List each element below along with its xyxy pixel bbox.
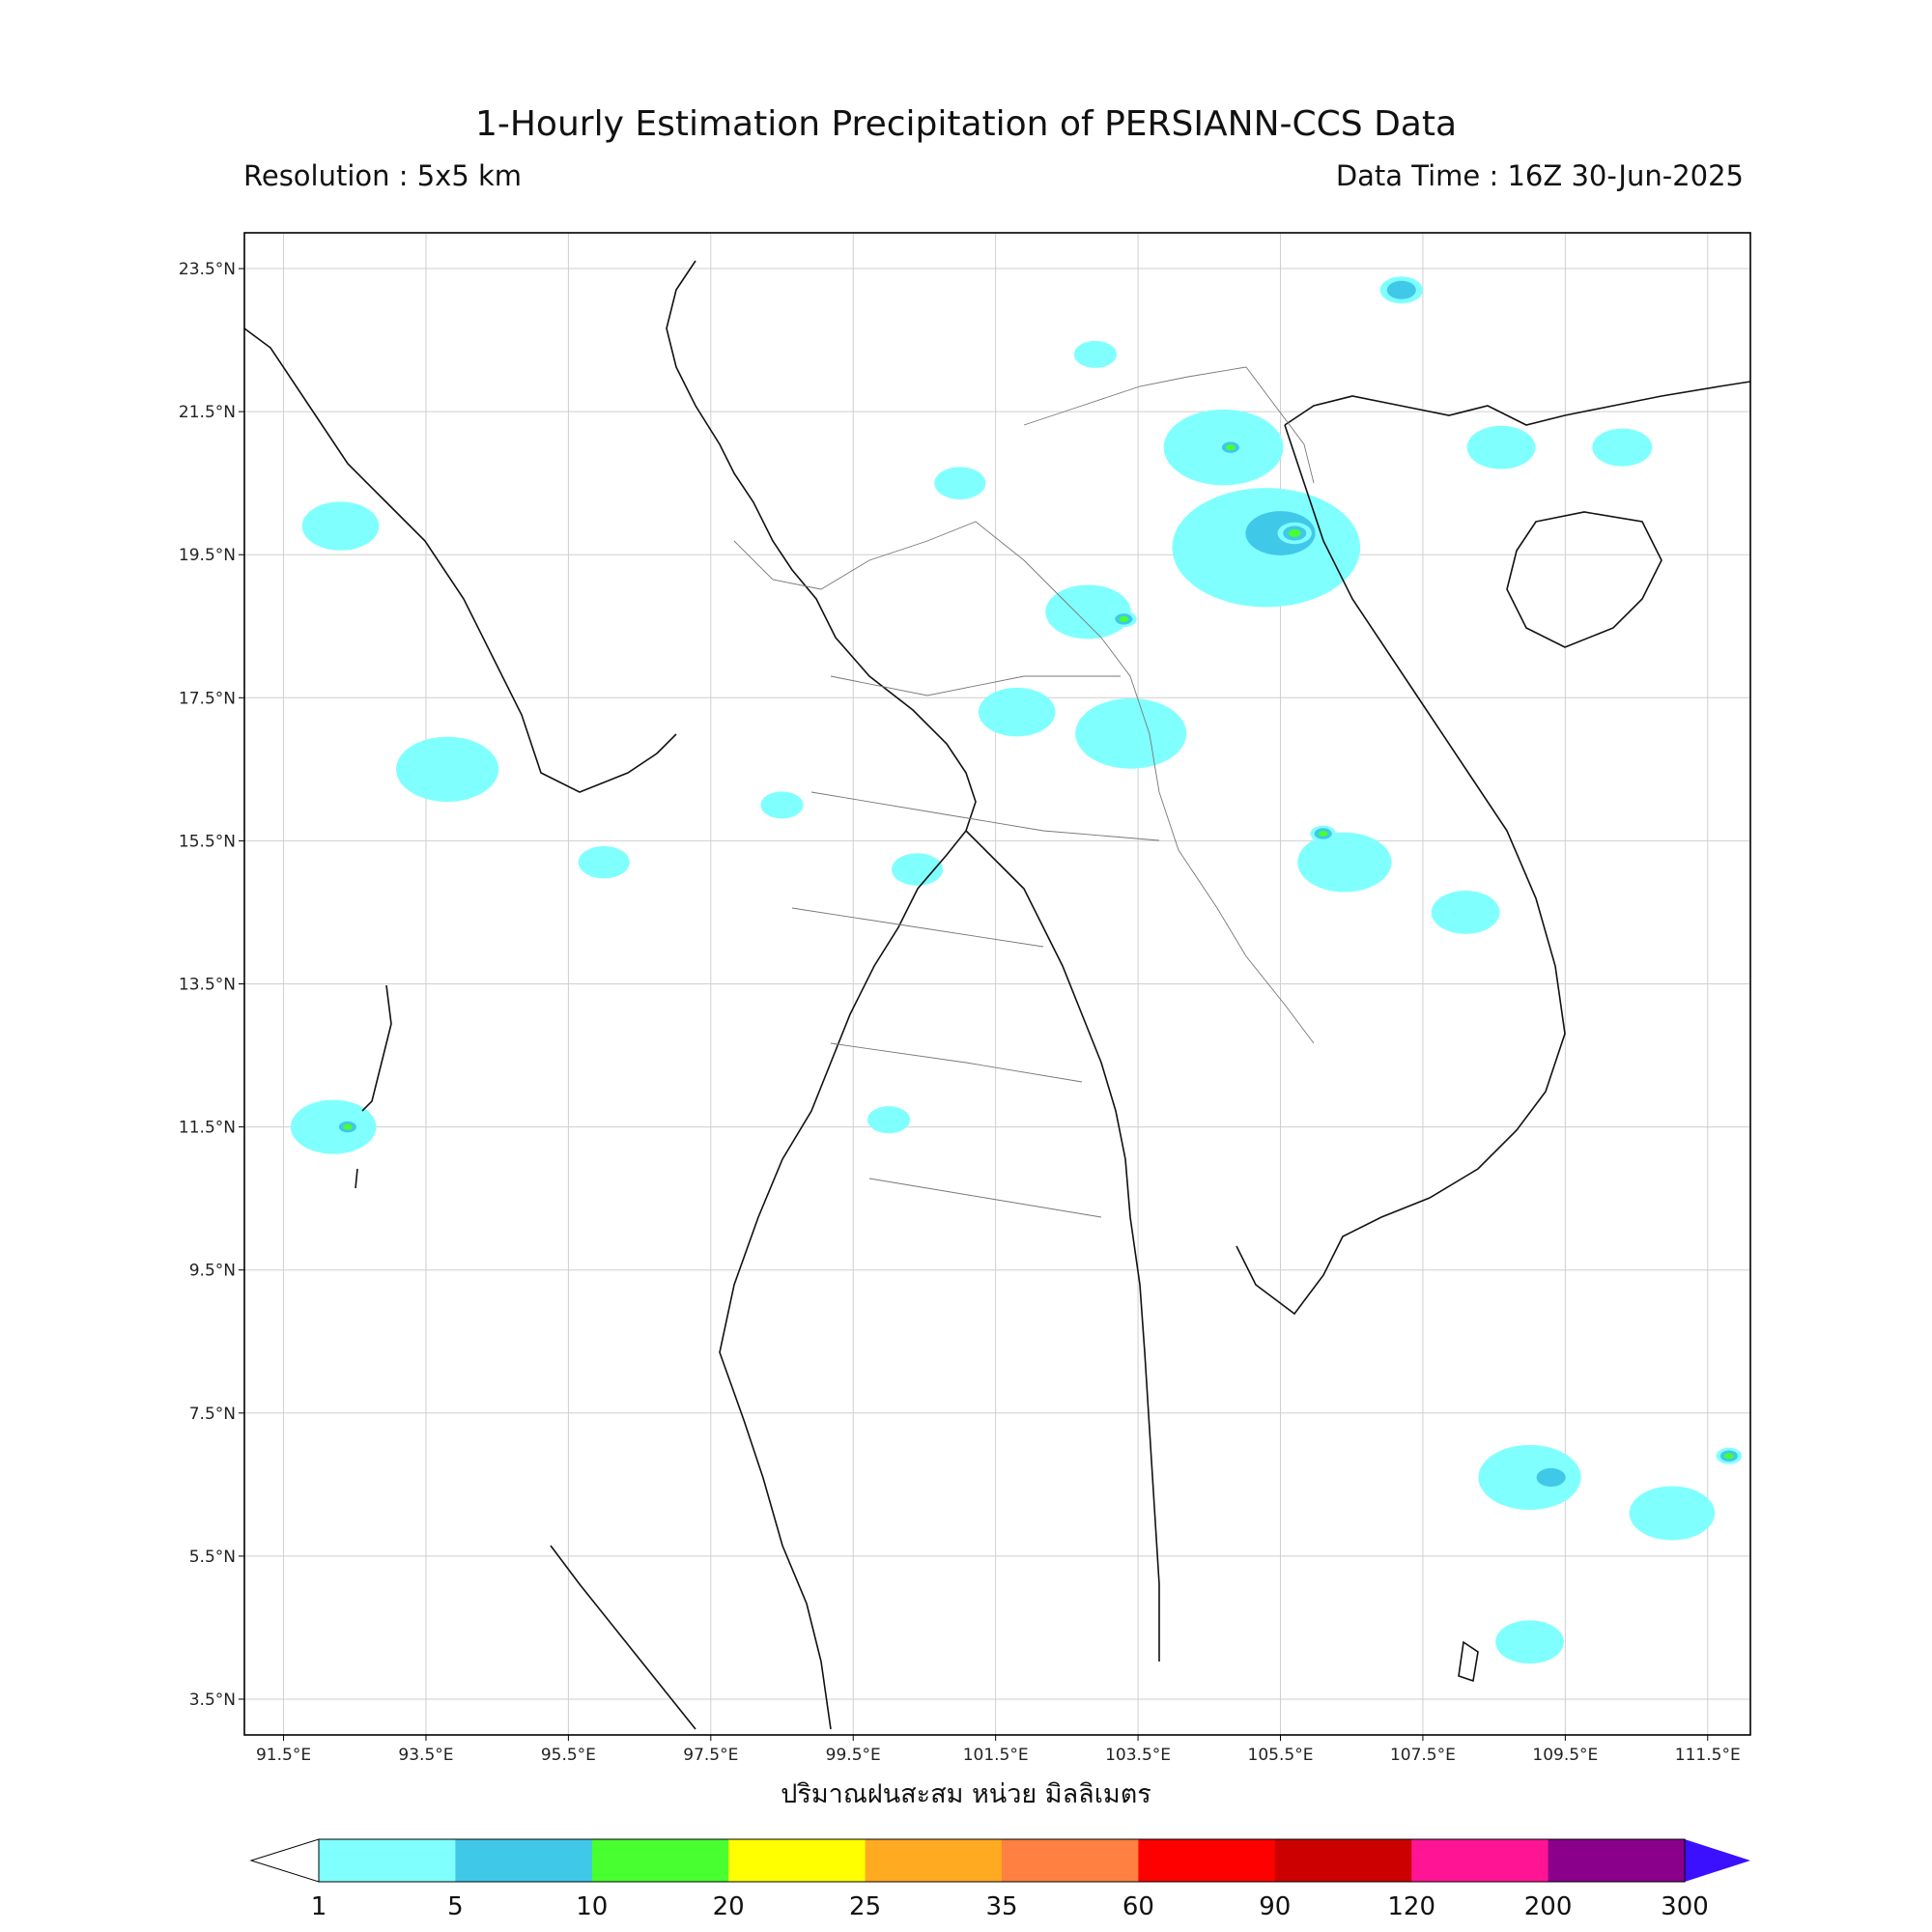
lon-tick-label: 103.5°E — [1105, 1746, 1171, 1765]
lon-tick-label: 95.5°E — [541, 1746, 596, 1765]
x-axis-label: ปริมาณฝนสะสม หน่วย มิลลิเมตร — [781, 1779, 1151, 1809]
colorbar-tick-label: 120 — [1387, 1892, 1435, 1921]
coastlines — [244, 260, 1750, 1730]
colorbar-tick-label: 10 — [576, 1892, 608, 1921]
lon-tick-label: 93.5°E — [398, 1746, 453, 1765]
colorbar-segment — [1002, 1839, 1139, 1882]
colorbar-segment — [865, 1839, 1003, 1882]
rain-cell — [1073, 340, 1117, 368]
lat-tick-label: 13.5°N — [179, 976, 236, 995]
rain-cell — [1297, 832, 1392, 893]
lon-tick-label: 105.5°E — [1248, 1746, 1314, 1765]
colorbar-frame — [318, 1838, 1686, 1883]
colorbar-segment — [728, 1839, 867, 1882]
lat-tick-label: 19.5°N — [179, 546, 236, 565]
colorbar-segment — [1138, 1839, 1276, 1882]
colorbar-segment — [1548, 1839, 1686, 1882]
rain-cell — [867, 1106, 911, 1134]
rain-cell — [1075, 697, 1187, 769]
lat-tick-label: 11.5°N — [179, 1119, 236, 1138]
lon-tick-label: 109.5°E — [1532, 1746, 1598, 1765]
colorbar-tick-label: 90 — [1259, 1892, 1291, 1921]
lon-tick-label: 99.5°E — [826, 1746, 881, 1765]
rain-cell — [1288, 528, 1301, 538]
rain-cell — [1536, 1467, 1566, 1487]
colorbar-over-arrow — [1685, 1839, 1750, 1882]
lat-tick-label: 15.5°N — [179, 832, 236, 851]
rain-cell — [1495, 1620, 1564, 1664]
lon-tick-label: 91.5°E — [256, 1746, 311, 1765]
map-frame — [243, 232, 1751, 1736]
lat-tick-label: 17.5°N — [179, 689, 236, 708]
rain-cell — [578, 845, 630, 879]
rain-cell — [1431, 891, 1500, 934]
colorbar-segment — [319, 1839, 456, 1882]
rain-cell — [1386, 280, 1416, 299]
colorbar-tick-label: 300 — [1661, 1892, 1709, 1921]
rain-cell — [343, 1123, 353, 1130]
rain-cell — [1045, 584, 1131, 639]
resolution-label: Resolution : 5x5 km — [243, 159, 523, 192]
colorbar-tick-label: 200 — [1524, 1892, 1573, 1921]
admin-borders — [733, 366, 1315, 1218]
gridlines — [239, 233, 1750, 1741]
data-time-label: Data Time : 16Z 30-Jun-2025 — [1335, 159, 1744, 192]
colorbar-tick-label: 25 — [849, 1892, 881, 1921]
rain-cell — [1318, 830, 1328, 838]
colorbar-tick-label: 35 — [985, 1892, 1017, 1921]
lat-tick-label: 5.5°N — [189, 1548, 236, 1567]
colorbar: 1 5 10 20 25 35 60 90 120 200 300 — [249, 1838, 1750, 1921]
colorbar-tick-label: 5 — [447, 1892, 464, 1921]
rain-cell — [934, 467, 986, 499]
colorbar-tick-label: 60 — [1122, 1892, 1154, 1921]
axis-tick-labels: 23.5°N 21.5°N 19.5°N 17.5°N 15.5°N 13.5°N 11.5… — [179, 260, 1741, 1765]
rain-cell — [1119, 615, 1129, 622]
lon-tick-label: 101.5°E — [963, 1746, 1029, 1765]
lat-tick-label: 3.5°N — [189, 1690, 236, 1710]
colorbar-segment — [1411, 1839, 1549, 1882]
rain-cell — [396, 736, 499, 802]
chart-title: 1-Hourly Estimation Precipitation of PER… — [474, 104, 1458, 144]
rain-cell — [1466, 425, 1536, 469]
colorbar-segment — [1274, 1839, 1412, 1882]
rain-cell — [1226, 444, 1236, 451]
colorbar-segment — [591, 1839, 729, 1882]
lon-tick-label: 97.5°E — [683, 1746, 738, 1765]
lat-tick-label: 23.5°N — [179, 260, 236, 279]
rain-cell — [978, 687, 1056, 737]
rain-cell — [290, 1099, 377, 1154]
colorbar-tick-label: 1 — [311, 1892, 327, 1921]
rain-cell — [301, 501, 380, 551]
lat-tick-label: 7.5°N — [189, 1405, 236, 1424]
rain-cell — [1629, 1486, 1716, 1541]
lat-tick-label: 9.5°N — [189, 1262, 236, 1281]
colorbar-tick-label: 20 — [713, 1892, 745, 1921]
rain-cell — [1592, 428, 1653, 467]
rain-cells — [290, 276, 1743, 1664]
rain-cell — [760, 791, 804, 819]
lon-tick-label: 111.5°E — [1675, 1746, 1741, 1765]
lat-tick-label: 21.5°N — [179, 403, 236, 422]
rain-cell — [892, 853, 944, 886]
colorbar-segment — [455, 1839, 593, 1882]
lon-tick-label: 107.5°E — [1390, 1746, 1456, 1765]
colorbar-under-arrow — [249, 1838, 320, 1883]
rain-cell — [1724, 1453, 1734, 1460]
